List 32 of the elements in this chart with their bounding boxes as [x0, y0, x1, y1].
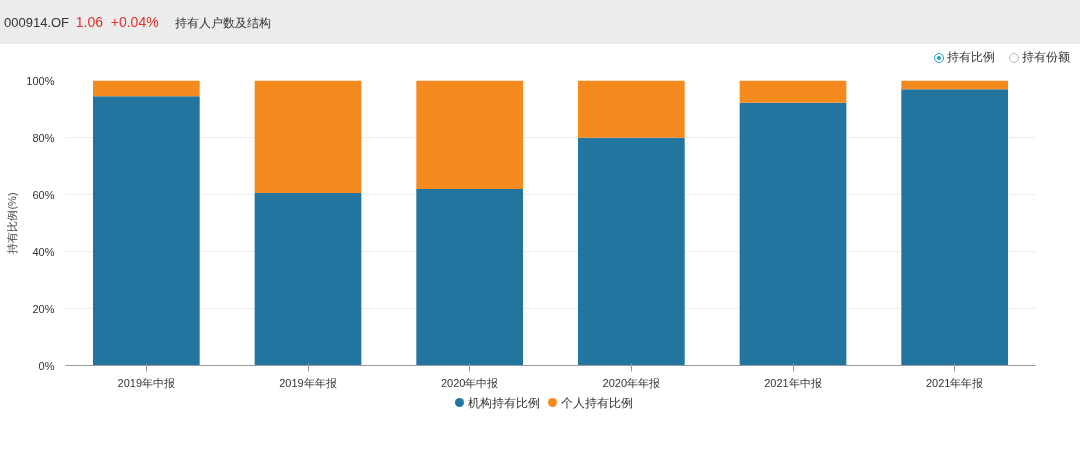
y-axis-title: 持有比例(%)	[6, 192, 19, 254]
bar	[577, 80, 685, 138]
x-tick-label: 2021年中报	[764, 376, 822, 389]
x-tick-label: 2021年年报	[925, 376, 984, 389]
x-tick-label: 2019年中报	[117, 376, 176, 389]
bar	[901, 89, 1009, 366]
bar	[416, 80, 524, 190]
y-tick-label: 80%	[32, 131, 55, 144]
text: 持有份额	[1021, 50, 1070, 64]
legend-label: 机构持有比例	[468, 396, 540, 410]
text: 000914.OF	[4, 15, 70, 30]
bar	[901, 80, 1009, 90]
y-tick-label: 100%	[26, 74, 55, 87]
x-tick-label: 2019年年报	[279, 376, 337, 389]
y-tick-label: 20%	[32, 302, 55, 315]
legend-label: 个人持有比例	[561, 396, 633, 410]
x-tick-label: 2020年中报	[440, 376, 499, 389]
text: 1.06 +0.04%	[75, 14, 159, 30]
bar	[577, 137, 685, 366]
y-tick-label: 0%	[38, 359, 55, 372]
y-tick-label: 60%	[32, 188, 55, 201]
text: 持有比例	[947, 50, 996, 64]
bar	[92, 80, 200, 97]
bar	[254, 193, 362, 366]
x-tick-label: 2020年年报	[602, 376, 661, 389]
y-tick-label: 40%	[32, 245, 55, 258]
bar	[254, 80, 362, 194]
bar	[739, 80, 847, 103]
bar	[739, 102, 847, 366]
chart-title: 持有人户数及结构	[175, 16, 272, 30]
bar	[92, 96, 200, 366]
bar	[416, 189, 524, 366]
